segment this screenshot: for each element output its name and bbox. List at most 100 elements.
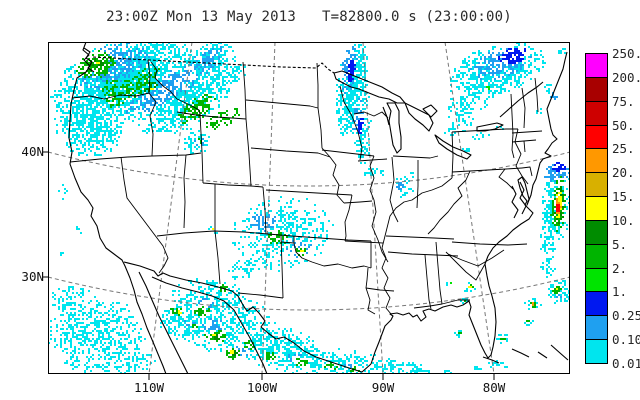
precip-blob-y bbox=[300, 250, 304, 252]
colorbar-tick-label: 5. bbox=[612, 236, 628, 252]
chesapeake-bay bbox=[511, 181, 527, 219]
precip-blob-sb bbox=[286, 240, 312, 258]
y-axis-label: 30N bbox=[21, 269, 44, 284]
colorbar-tick-label: 1. bbox=[612, 284, 628, 300]
precip-blob-c bbox=[360, 358, 426, 374]
precip-blob-c bbox=[488, 360, 508, 368]
colorbar-tick-label: 15. bbox=[612, 189, 635, 205]
precip-blob-g2 bbox=[268, 230, 288, 244]
title-datetime: 23:00Z Mon 13 May 2013 bbox=[106, 9, 296, 25]
colorbar-tick-label: 2. bbox=[612, 260, 628, 276]
pacific-coastline bbox=[68, 42, 167, 374]
lake-erie bbox=[434, 134, 472, 160]
precip-blob-g2 bbox=[350, 366, 360, 372]
precip-blob-c bbox=[228, 258, 260, 280]
islands bbox=[482, 344, 569, 364]
precip-blob-c bbox=[544, 84, 554, 94]
precip-blob-y bbox=[150, 88, 154, 90]
colorbar-tick-label: 20. bbox=[612, 165, 635, 181]
colorbar-block bbox=[585, 339, 608, 364]
title-time-info: T=82800.0 s (23:00:00) bbox=[322, 9, 512, 25]
precip-blob-c bbox=[444, 114, 474, 136]
precip-blob-c bbox=[410, 172, 414, 178]
precip-blob-sb bbox=[126, 66, 198, 114]
precip-blob-sb bbox=[544, 162, 570, 184]
gulf-atlantic-coastline bbox=[370, 51, 568, 365]
precip-blob-r bbox=[556, 204, 560, 212]
precip-blob-c bbox=[288, 348, 390, 374]
precip-blob-g2 bbox=[296, 358, 308, 366]
colorbar-block bbox=[585, 291, 608, 317]
precip-blob-c bbox=[216, 64, 246, 90]
precip-blob-sb bbox=[198, 298, 214, 308]
precip-blob-y bbox=[556, 288, 558, 290]
precip-blob-c bbox=[474, 366, 482, 370]
colorbar-block bbox=[585, 76, 608, 102]
colorbar-tick-label: 50. bbox=[612, 117, 635, 133]
precip-blob-g1 bbox=[144, 82, 158, 92]
colorbar-block bbox=[585, 124, 608, 150]
precip-blob-sb bbox=[250, 214, 276, 234]
colorbar-tick-label: 0.01 bbox=[612, 356, 640, 371]
precip-blob-c bbox=[448, 86, 494, 118]
precip-blob-g2 bbox=[244, 340, 254, 350]
precip-blob-g3 bbox=[486, 86, 490, 90]
state-borders bbox=[69, 59, 543, 315]
precip-blob-y bbox=[230, 350, 234, 354]
precip-blob-g3 bbox=[450, 282, 452, 284]
precip-blob-sb bbox=[202, 318, 222, 334]
precip-blob-y bbox=[178, 310, 182, 314]
precip-blob-b bbox=[552, 162, 566, 172]
colorbar-block bbox=[585, 315, 608, 341]
precip-blob-c bbox=[76, 226, 82, 234]
precip-blob-c bbox=[558, 48, 566, 54]
lake-superior bbox=[333, 70, 406, 104]
precip-blob-c bbox=[48, 296, 146, 374]
colorbar-block bbox=[585, 148, 608, 174]
precip-blob-c bbox=[60, 252, 64, 256]
precip-blob-g2 bbox=[170, 306, 182, 318]
precip-blob-c bbox=[472, 132, 490, 140]
precip-blob-c bbox=[172, 278, 276, 360]
precip-blob-g2 bbox=[266, 352, 276, 360]
lake-huron bbox=[404, 102, 434, 132]
x-axis-label: 90W bbox=[371, 380, 395, 395]
colorbar-block bbox=[585, 53, 608, 78]
precip-blob-g2 bbox=[198, 138, 202, 144]
x-axis-label: 110W bbox=[133, 380, 165, 395]
map-frame bbox=[48, 42, 570, 374]
precip-blob-sb bbox=[188, 46, 222, 76]
meridian-100w bbox=[261, 42, 276, 374]
colorbar-tick-label: 200. bbox=[612, 69, 640, 85]
precip-blob-c bbox=[364, 168, 384, 176]
precip-blob-c bbox=[58, 184, 68, 200]
precip-blob-g2 bbox=[102, 80, 126, 108]
precip-blob-g1 bbox=[214, 334, 220, 340]
precip-blob-sb bbox=[396, 182, 404, 190]
baja-east-coast bbox=[138, 271, 189, 374]
canada-border-49n bbox=[92, 56, 335, 74]
map-linework bbox=[68, 42, 569, 374]
precip-blob-c bbox=[396, 176, 414, 198]
precipitation-cells bbox=[48, 42, 570, 374]
precip-blob-g2 bbox=[324, 362, 338, 370]
precip-blob-g2 bbox=[526, 320, 530, 322]
plot-title: 23:00Z Mon 13 May 2013 T=82800.0 s (23:00… bbox=[48, 9, 570, 25]
colorbar-block bbox=[585, 100, 608, 126]
colorbar-block bbox=[585, 243, 608, 269]
precip-blob-o bbox=[532, 302, 534, 306]
precip-blob-sb bbox=[76, 42, 150, 92]
precip-blob-c bbox=[536, 108, 542, 114]
precip-blob-sb bbox=[550, 92, 558, 100]
precip-blob-c bbox=[184, 128, 210, 154]
colorbar-block bbox=[585, 219, 608, 245]
precip-blob-y bbox=[96, 62, 100, 64]
mexico-gulf-of-california-coast bbox=[151, 276, 268, 374]
precip-blob-g2 bbox=[206, 108, 240, 130]
colorbar-tick-label: 250. bbox=[612, 46, 640, 61]
precip-blob-c bbox=[52, 286, 92, 316]
x-axis-label: 80W bbox=[482, 380, 506, 395]
precip-blob-g2 bbox=[458, 332, 462, 334]
colorbar-tick-label: 0.25 bbox=[612, 308, 640, 324]
